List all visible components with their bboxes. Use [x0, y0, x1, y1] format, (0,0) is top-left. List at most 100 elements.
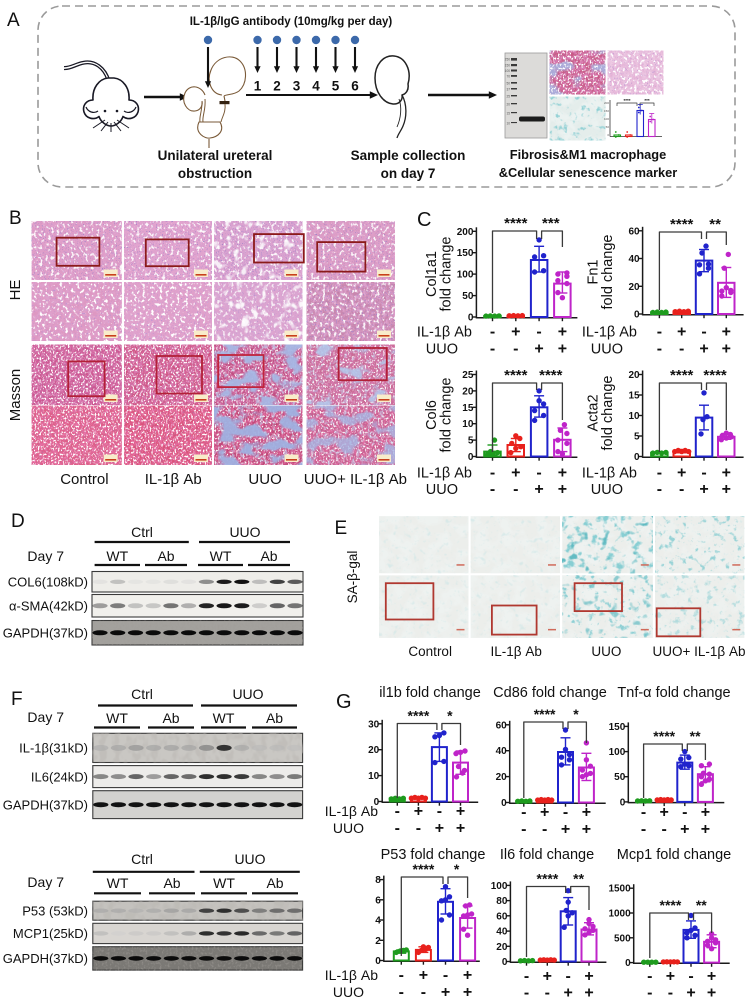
- svg-text:0: 0: [468, 313, 474, 324]
- svg-text:-: -: [641, 821, 646, 838]
- svg-text:UUO: UUO: [234, 851, 265, 867]
- svg-text:&Cellular senescence marker: &Cellular senescence marker: [499, 165, 678, 180]
- svg-text:Control: Control: [60, 471, 108, 488]
- svg-text:-: -: [679, 481, 684, 498]
- svg-text:+: +: [686, 985, 695, 1001]
- svg-text:WT: WT: [210, 548, 232, 564]
- svg-text:Unilateral ureteral: Unilateral ureteral: [158, 148, 273, 163]
- svg-text:+: +: [558, 324, 567, 341]
- svg-text:+: +: [699, 341, 708, 358]
- svg-text:+: +: [558, 341, 567, 358]
- svg-text:15: 15: [462, 403, 474, 414]
- svg-text:+: +: [677, 324, 686, 341]
- svg-text:-: -: [566, 968, 571, 985]
- svg-text:3: 3: [293, 79, 301, 94]
- svg-text:30: 30: [368, 719, 380, 730]
- svg-text:IL-1β Ab: IL-1β Ab: [325, 803, 378, 819]
- svg-text:+: +: [543, 968, 552, 985]
- svg-text:1: 1: [254, 79, 262, 94]
- svg-text:-: -: [399, 984, 404, 1000]
- svg-text:IL-1β Ab: IL-1β Ab: [491, 644, 542, 659]
- svg-text:4: 4: [312, 79, 320, 94]
- svg-text:***: ***: [644, 98, 650, 103]
- svg-text:15: 15: [628, 391, 640, 402]
- svg-text:Ctrl: Ctrl: [131, 851, 153, 867]
- svg-text:*: *: [454, 861, 460, 877]
- svg-text:HE: HE: [7, 280, 24, 301]
- svg-text:1500: 1500: [608, 884, 631, 895]
- svg-text:-: -: [647, 985, 652, 1001]
- svg-text:UUO+ IL-1β Ab: UUO+ IL-1β Ab: [653, 644, 746, 659]
- svg-text:+: +: [511, 465, 520, 482]
- svg-text:+: +: [582, 821, 591, 838]
- svg-text:+: +: [722, 341, 731, 358]
- svg-text:-: -: [668, 985, 673, 1001]
- svg-text:****: ****: [408, 708, 430, 724]
- svg-text:50: 50: [614, 772, 626, 783]
- svg-text:IL-1β Ab: IL-1β Ab: [582, 325, 637, 341]
- svg-text:UUO: UUO: [426, 342, 458, 358]
- svg-text:-: -: [490, 341, 495, 358]
- svg-text:2: 2: [375, 936, 381, 947]
- svg-text:G: G: [336, 691, 352, 713]
- svg-text:-: -: [395, 820, 400, 837]
- svg-text:****: ****: [623, 98, 630, 103]
- svg-text:****: ****: [504, 215, 528, 232]
- svg-text:20: 20: [368, 745, 380, 756]
- svg-text:Fibrosis&M1 macrophage: Fibrosis&M1 macrophage: [510, 147, 666, 162]
- svg-text:10: 10: [506, 122, 510, 126]
- svg-text:-: -: [513, 341, 518, 358]
- svg-text:+: +: [680, 821, 689, 838]
- svg-text:Day 7: Day 7: [27, 874, 64, 890]
- svg-text:0: 0: [501, 798, 507, 809]
- svg-text:60: 60: [496, 911, 508, 922]
- svg-text:*: *: [573, 706, 579, 722]
- svg-text:5: 5: [332, 79, 340, 94]
- svg-text:8: 8: [375, 875, 381, 886]
- svg-text:50: 50: [606, 125, 610, 129]
- svg-text:-: -: [524, 968, 529, 985]
- svg-text:+: +: [463, 967, 472, 984]
- svg-text:fold change: fold change: [439, 237, 455, 312]
- svg-text:+: +: [707, 968, 716, 985]
- svg-text:+: +: [582, 804, 591, 821]
- svg-text:20: 20: [628, 370, 640, 381]
- svg-text:150: 150: [609, 722, 626, 733]
- svg-text:-: -: [545, 985, 550, 1001]
- svg-text:+: +: [534, 481, 543, 498]
- svg-text:**: **: [690, 728, 701, 744]
- svg-text:40: 40: [496, 927, 508, 938]
- svg-text:4: 4: [375, 916, 381, 927]
- svg-text:150: 150: [457, 248, 474, 259]
- svg-text:Ab: Ab: [266, 710, 283, 726]
- svg-text:+: +: [419, 967, 428, 984]
- svg-text:Day 7: Day 7: [27, 709, 64, 725]
- svg-text:UUO: UUO: [333, 820, 364, 836]
- svg-text:E: E: [335, 518, 348, 539]
- svg-text:Tnf-α fold change: Tnf-α fold change: [617, 685, 730, 701]
- svg-text:UUO: UUO: [591, 342, 623, 358]
- svg-text:+: +: [701, 821, 710, 838]
- svg-text:200: 200: [604, 101, 609, 105]
- svg-text:+: +: [701, 804, 710, 821]
- svg-text:0: 0: [502, 957, 508, 968]
- svg-text:-: -: [662, 821, 667, 838]
- svg-text:25: 25: [462, 370, 474, 381]
- svg-text:fold change: fold change: [600, 235, 616, 310]
- svg-text:+: +: [584, 968, 593, 985]
- svg-text:+: +: [722, 324, 731, 341]
- svg-text:+: +: [666, 968, 675, 985]
- svg-text:Ab: Ab: [162, 710, 179, 726]
- svg-text:Mcp1 fold change: Mcp1 fold change: [617, 847, 731, 863]
- svg-text:UUO: UUO: [232, 686, 263, 702]
- svg-text:Cd86 fold change: Cd86 fold change: [493, 685, 607, 701]
- svg-text:Sample collection: Sample collection: [351, 148, 466, 163]
- svg-text:UUO: UUO: [591, 482, 623, 498]
- svg-text:6: 6: [375, 895, 381, 906]
- svg-text:-: -: [443, 967, 448, 984]
- svg-text:50: 50: [462, 291, 474, 302]
- svg-text:-: -: [395, 803, 400, 820]
- svg-text:-: -: [490, 324, 495, 341]
- svg-text:150: 150: [604, 109, 609, 113]
- svg-text:****: ****: [703, 367, 727, 384]
